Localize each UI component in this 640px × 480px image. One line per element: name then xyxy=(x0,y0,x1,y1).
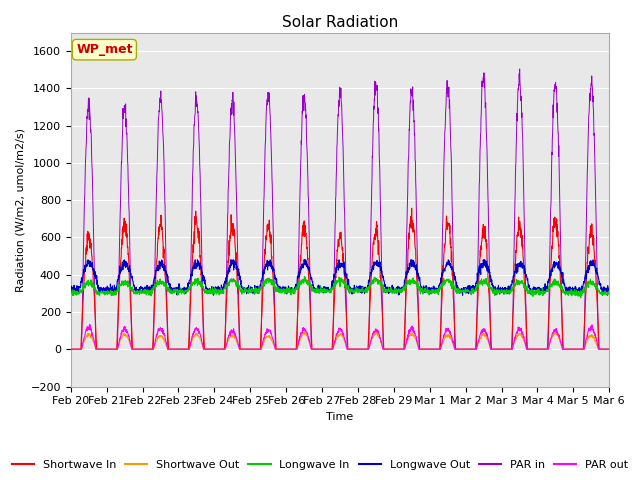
Title: Solar Radiation: Solar Radiation xyxy=(282,15,398,30)
X-axis label: Time: Time xyxy=(326,412,354,422)
Legend: Shortwave In, Shortwave Out, Longwave In, Longwave Out, PAR in, PAR out: Shortwave In, Shortwave Out, Longwave In… xyxy=(7,456,633,474)
Text: WP_met: WP_met xyxy=(76,43,132,56)
Y-axis label: Radiation (W/m2, umol/m2/s): Radiation (W/m2, umol/m2/s) xyxy=(15,128,25,291)
